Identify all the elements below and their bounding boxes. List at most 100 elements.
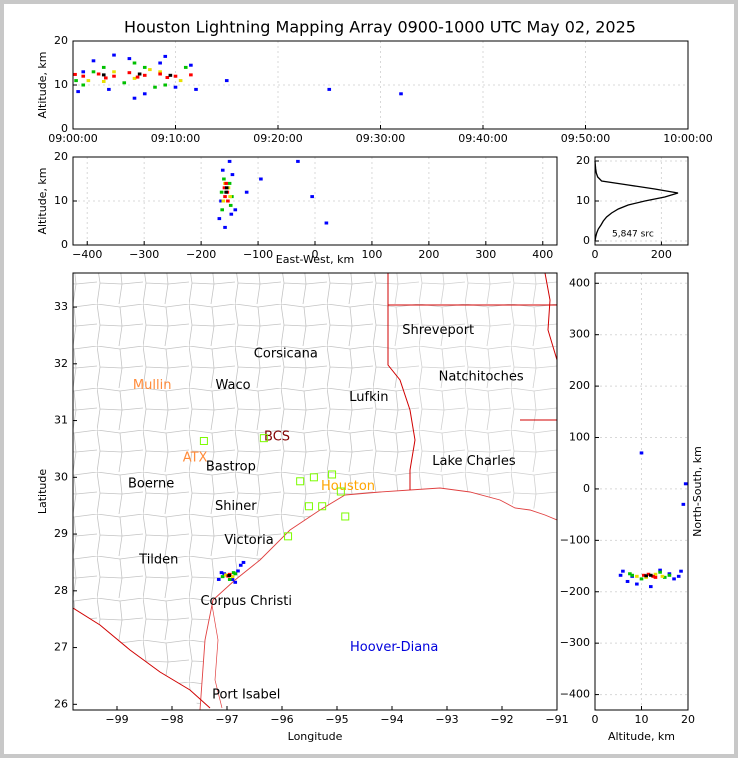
- source-point: [231, 571, 236, 575]
- y-tick-label: 31: [54, 414, 68, 427]
- source-point: [112, 53, 116, 57]
- x-tick-label: −300: [129, 248, 159, 261]
- x-axis-label: Altitude, km: [608, 730, 675, 743]
- source-point: [135, 75, 140, 79]
- source-point: [194, 87, 198, 91]
- source-point: [91, 59, 96, 63]
- city-label: Lake Charles: [432, 454, 516, 469]
- x-tick-label: 09:40:00: [458, 132, 507, 145]
- city-label: Boerne: [128, 477, 174, 492]
- source-point: [223, 195, 227, 199]
- y-tick-label: 10: [54, 78, 68, 91]
- y-tick-label: 0: [61, 238, 68, 251]
- y-tick-label: 0: [583, 234, 590, 247]
- city-label: Corpus Christi: [200, 594, 292, 609]
- source-point: [230, 575, 235, 579]
- source-point: [221, 199, 226, 203]
- source-point: [127, 57, 132, 61]
- city-label: ATX: [183, 451, 208, 466]
- source-point: [649, 573, 653, 577]
- source-point: [219, 199, 223, 203]
- x-tick-label: 0: [592, 248, 599, 261]
- source-point: [132, 96, 137, 100]
- source-point: [73, 72, 77, 76]
- city-label: Waco: [216, 378, 251, 393]
- source-point: [644, 575, 648, 579]
- source-point: [101, 73, 106, 77]
- source-point: [625, 579, 630, 583]
- state-line: [387, 273, 416, 490]
- source-point: [229, 212, 234, 216]
- source-point: [635, 574, 639, 578]
- source-point: [112, 70, 116, 74]
- y-tick-label: 0: [583, 482, 590, 495]
- altitude-histogram: [594, 160, 679, 242]
- source-point: [148, 68, 152, 72]
- source-point: [649, 585, 653, 589]
- source-point: [217, 217, 222, 221]
- source-point: [142, 65, 147, 69]
- source-point: [76, 90, 80, 94]
- x-tick-label: −96: [270, 713, 293, 726]
- source-point: [667, 573, 672, 577]
- source-point: [660, 574, 665, 578]
- source-point: [653, 572, 658, 576]
- source-point: [81, 74, 86, 78]
- source-point: [168, 73, 173, 77]
- source-point: [165, 76, 170, 80]
- source-point: [173, 85, 178, 89]
- city-label: Lufkin: [349, 390, 388, 405]
- x-tick-label: −98: [160, 713, 183, 726]
- source-point: [137, 72, 142, 76]
- source-point: [635, 582, 639, 586]
- source-point: [327, 87, 332, 91]
- annotation: 5,847 src: [612, 230, 654, 240]
- city-label: Shreveport: [402, 323, 474, 338]
- y-tick-label: 20: [54, 150, 68, 163]
- x-tick-label: 09:30:00: [356, 132, 405, 145]
- source-point: [658, 568, 662, 572]
- y-tick-label: 400: [569, 276, 590, 289]
- barrier-island: [211, 604, 223, 709]
- station: [304, 502, 313, 511]
- x-tick-label: 09:50:00: [561, 132, 610, 145]
- source-point: [216, 577, 221, 581]
- source-point: [676, 574, 681, 578]
- x-tick-label: 0: [312, 248, 319, 261]
- station: [341, 512, 350, 521]
- y-tick-label: 0: [61, 122, 68, 135]
- panel: −400 −300 −200 −100 0 100 200 300 400 0 10 20 East-W…: [36, 150, 558, 266]
- source-point: [683, 482, 688, 486]
- x-tick-label: 400: [532, 248, 553, 261]
- source-point: [226, 199, 230, 203]
- source-point: [220, 575, 225, 579]
- source-point: [224, 190, 228, 194]
- x-tick-label: −95: [325, 713, 348, 726]
- plot-frame: [72, 272, 558, 711]
- station: [309, 473, 318, 482]
- x-tick-label: −97: [215, 713, 238, 726]
- y-tick-label: 30: [54, 470, 68, 483]
- source-point: [642, 573, 646, 577]
- source-point: [681, 502, 686, 506]
- plot-frame: [594, 272, 689, 711]
- y-tick-label: 33: [54, 300, 68, 313]
- x-tick-label: −93: [435, 713, 458, 726]
- source-point: [667, 572, 672, 576]
- source-point: [224, 186, 229, 190]
- source-point: [163, 54, 168, 58]
- source-point: [104, 76, 108, 80]
- city-label: Natchitoches: [439, 369, 524, 384]
- source-point: [158, 72, 162, 76]
- source-point: [219, 571, 224, 575]
- source-point: [158, 61, 162, 65]
- plot-frame: [72, 40, 689, 130]
- y-axis-label: Altitude, km: [36, 167, 49, 234]
- source-point: [224, 79, 229, 83]
- city-label: Houston: [321, 479, 375, 494]
- source-point: [122, 81, 127, 85]
- city-label: BCS: [264, 430, 290, 445]
- station: [199, 436, 208, 445]
- y-tick-label: 28: [54, 584, 68, 597]
- source-point: [107, 87, 111, 91]
